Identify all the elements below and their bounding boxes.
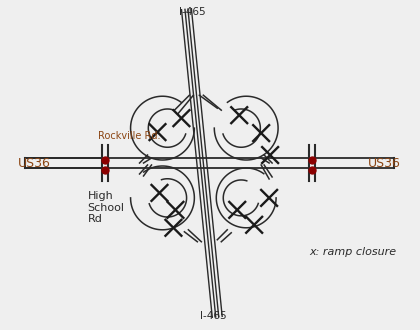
Text: US36: US36 bbox=[368, 156, 401, 170]
Text: Rockville Rd.: Rockville Rd. bbox=[98, 131, 161, 141]
Text: x: ramp closure: x: ramp closure bbox=[309, 247, 396, 257]
Text: US36: US36 bbox=[18, 156, 51, 170]
Text: I-465: I-465 bbox=[200, 312, 227, 321]
Text: I-465: I-465 bbox=[179, 7, 206, 16]
Text: High
School
Rd: High School Rd bbox=[88, 191, 125, 224]
